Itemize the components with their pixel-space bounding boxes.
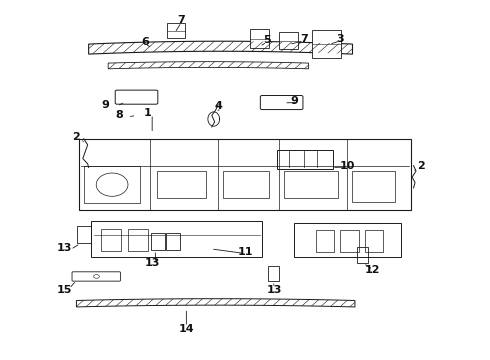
FancyBboxPatch shape	[260, 95, 303, 109]
Polygon shape	[89, 41, 352, 54]
Bar	[269, 266, 279, 281]
Bar	[294, 223, 401, 257]
Polygon shape	[108, 62, 309, 69]
Bar	[365, 230, 383, 252]
Bar	[91, 221, 262, 257]
Bar	[340, 230, 359, 252]
Text: 4: 4	[214, 102, 222, 112]
Bar	[357, 247, 368, 263]
Text: 13: 13	[267, 285, 282, 295]
Text: 2: 2	[73, 132, 80, 142]
Text: 2: 2	[417, 161, 425, 171]
Text: 13: 13	[145, 258, 160, 268]
Bar	[79, 139, 411, 211]
Bar	[166, 233, 179, 250]
Text: 7: 7	[300, 34, 308, 44]
Text: 7: 7	[177, 15, 185, 26]
Text: 5: 5	[263, 35, 271, 45]
Text: 6: 6	[141, 37, 149, 47]
Text: 8: 8	[115, 111, 123, 121]
FancyBboxPatch shape	[115, 90, 158, 104]
Bar	[351, 171, 395, 202]
Text: 9: 9	[290, 96, 298, 106]
Bar	[167, 23, 185, 39]
Bar	[279, 32, 298, 49]
Bar	[151, 233, 165, 250]
Text: 14: 14	[178, 324, 194, 334]
Bar	[128, 229, 148, 251]
Bar	[84, 166, 140, 203]
Text: 13: 13	[56, 243, 72, 253]
Bar	[157, 171, 206, 198]
Text: 9: 9	[102, 100, 110, 110]
Bar	[250, 30, 270, 48]
Text: 10: 10	[340, 161, 355, 171]
Bar	[316, 230, 334, 252]
Text: 15: 15	[56, 285, 72, 295]
Text: 12: 12	[364, 265, 380, 275]
Text: 3: 3	[337, 34, 344, 44]
Text: 11: 11	[237, 247, 253, 257]
Bar	[277, 149, 333, 169]
Bar	[313, 30, 341, 58]
Polygon shape	[76, 299, 355, 307]
Bar	[284, 171, 338, 198]
Text: 1: 1	[144, 108, 151, 118]
Bar	[77, 226, 91, 243]
Bar	[101, 229, 122, 251]
Bar	[223, 171, 270, 198]
